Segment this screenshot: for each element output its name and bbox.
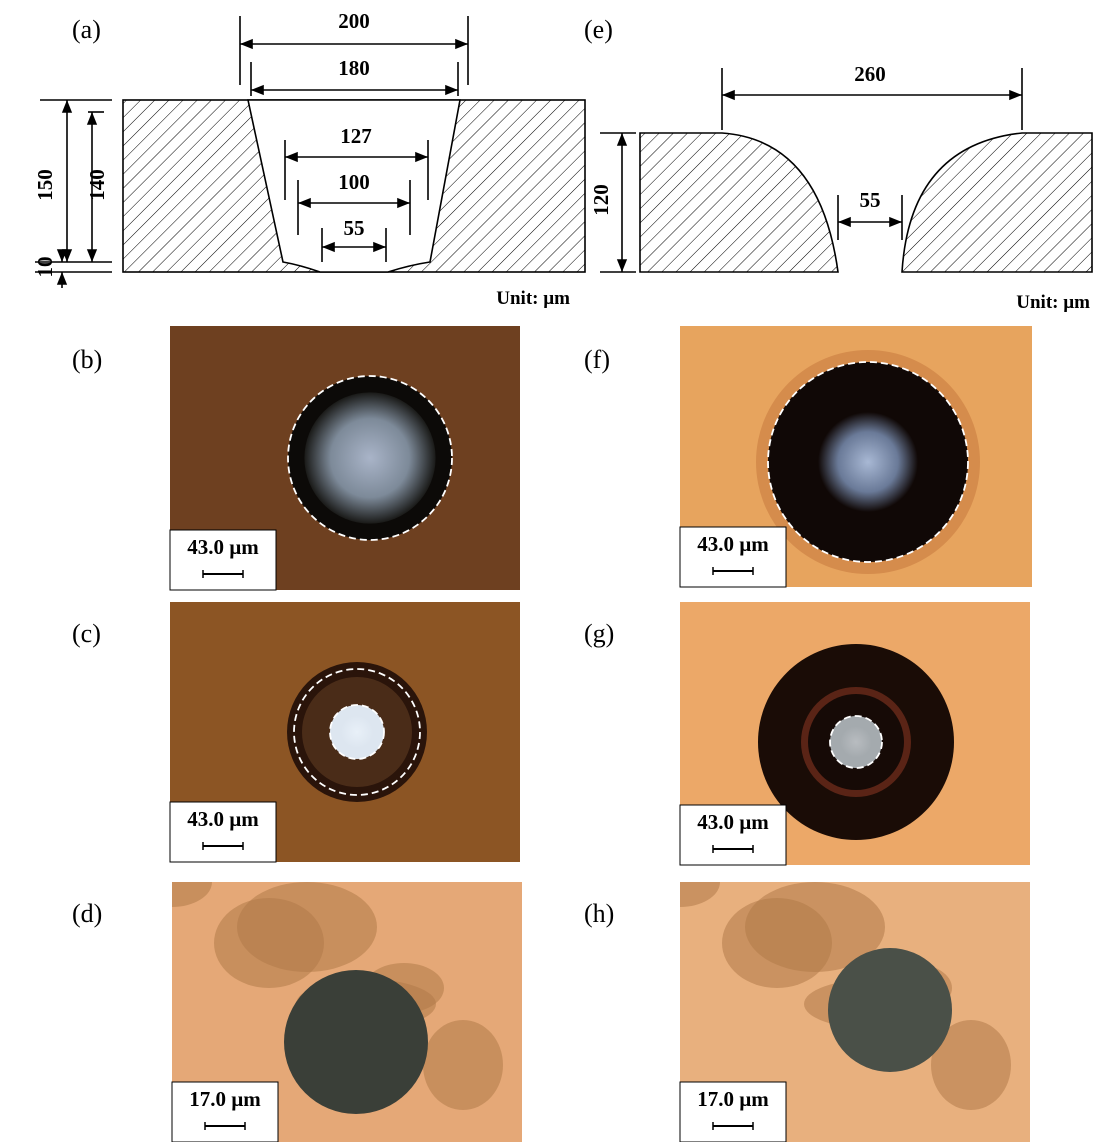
- scale-label: 43.0 µm: [187, 807, 259, 831]
- unit-label: Unit: µm: [1016, 292, 1090, 313]
- dimension: 55: [344, 216, 365, 240]
- hole: [284, 970, 428, 1114]
- micrographs: (b) 43.0 µm (c) 43.0 µm (d) 17.0 µm (f) 43.0 µm…: [72, 326, 1032, 1142]
- figure: (a) 200 180 127 100 55 150 140 10 Unit: …: [0, 0, 1100, 1142]
- dimension: 127: [340, 124, 372, 148]
- dimension: 100: [338, 170, 370, 194]
- panel-label: (f): [584, 345, 610, 374]
- dimension: 150: [33, 169, 57, 201]
- micrograph-panel: (b) 43.0 µm: [72, 326, 520, 590]
- micrograph-panel: (f) 43.0 µm: [584, 326, 1032, 587]
- panel-a: (a) 200 180 127 100 55 150 140 10 Unit: …: [33, 9, 585, 309]
- unit-label: Unit: µm: [496, 288, 570, 309]
- scale-label: 43.0 µm: [187, 535, 259, 559]
- hole-bottom: [304, 392, 435, 523]
- dimension: 260: [854, 62, 886, 86]
- panel-label: (g): [584, 619, 614, 648]
- dimension: 140: [85, 169, 109, 201]
- micrograph-panel: (d) 17.0 µm: [72, 857, 522, 1142]
- panel-label: (h): [584, 899, 614, 928]
- panel-e: (e) 260 55 120 Unit: µm: [584, 15, 1092, 313]
- panel-label: (c): [72, 619, 101, 648]
- scale-label: 43.0 µm: [697, 810, 769, 834]
- dimension: 120: [589, 184, 613, 216]
- micrograph-panel: (c) 43.0 µm: [72, 602, 520, 862]
- scale-label: 17.0 µm: [189, 1087, 261, 1111]
- substrate: [902, 133, 1092, 272]
- texture: [237, 882, 377, 972]
- hole: [828, 948, 952, 1072]
- panel-label: (e): [584, 15, 613, 44]
- micrograph-panel: (g) 43.0 µm: [584, 602, 1030, 865]
- texture: [132, 857, 212, 907]
- dimension: 10: [33, 257, 57, 278]
- substrate: [640, 133, 838, 272]
- micrograph-panel: (h) 17.0 µm: [584, 857, 1030, 1142]
- scale-label: 17.0 µm: [697, 1087, 769, 1111]
- texture: [423, 1020, 503, 1110]
- dimension: 180: [338, 56, 370, 80]
- panel-label: (a): [72, 15, 101, 44]
- panel-label: (d): [72, 899, 102, 928]
- panel-label: (b): [72, 345, 102, 374]
- scale-label: 43.0 µm: [697, 532, 769, 556]
- dimension: 55: [860, 188, 881, 212]
- hole-bottom: [818, 412, 918, 512]
- dimension: 200: [338, 9, 370, 33]
